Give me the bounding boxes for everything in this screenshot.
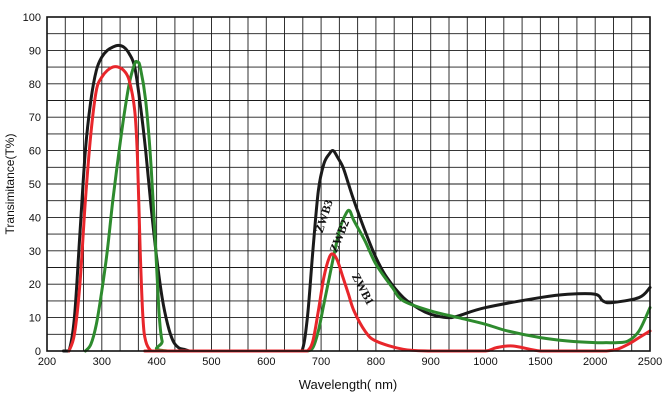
series-line-zwb1 (67, 65, 652, 353)
y-axis-title: Transimitance(T%) (3, 134, 17, 235)
x-tick-label: 2500 (638, 356, 662, 368)
y-tick-label: 0 (35, 346, 41, 358)
x-tick-label: 500 (202, 356, 220, 368)
x-axis-title: Wavelength( nm) (299, 377, 398, 392)
y-tick-label: 60 (29, 146, 41, 158)
y-tick-label: 30 (29, 246, 41, 258)
y-tick-label: 10 (29, 313, 41, 325)
series-line-zwb2 (83, 59, 652, 353)
y-tick-label: 20 (29, 279, 41, 291)
chart-tick-labels: 200 300 400 500 600 700 800 900 1000 1500 2000 2500… (23, 12, 663, 368)
y-tick-label: 40 (29, 212, 41, 224)
x-tick-label: 2000 (583, 356, 607, 368)
y-tick-label: 100 (23, 12, 41, 24)
x-tick-label: 800 (367, 356, 385, 368)
x-tick-label: 700 (312, 356, 330, 368)
x-tick-label: 1500 (528, 356, 552, 368)
plot-frame (46, 16, 651, 352)
y-tick-label: 70 (29, 112, 41, 124)
y-tick-label: 80 (29, 79, 41, 91)
x-tick-label: 1000 (473, 356, 497, 368)
y-tick-label: 90 (29, 45, 41, 57)
x-tick-label: 400 (147, 356, 165, 368)
x-tick-label: 900 (422, 356, 440, 368)
chart-grid (47, 17, 650, 351)
x-tick-label: 300 (93, 356, 111, 368)
x-tick-label: 600 (257, 356, 275, 368)
x-tick-label: 200 (38, 356, 56, 368)
y-tick-label: 50 (29, 179, 41, 191)
